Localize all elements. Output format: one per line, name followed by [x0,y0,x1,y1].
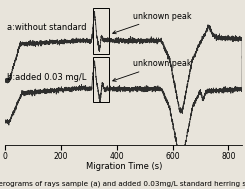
Text: unknown peak: unknown peak [113,12,192,34]
Text: Electropherograms of rays sample (a) and added 0.03mg/L standard herring sample : Electropherograms of rays sample (a) and… [0,181,245,187]
Bar [93,57,109,102]
Bar [93,8,109,53]
Text: a:without standard: a:without standard [7,23,87,32]
X-axis label: Migration Time (s): Migration Time (s) [86,162,162,171]
Text: unknown peak: unknown peak [113,59,192,81]
Text: b:added 0.03 mg/L: b:added 0.03 mg/L [7,74,87,82]
